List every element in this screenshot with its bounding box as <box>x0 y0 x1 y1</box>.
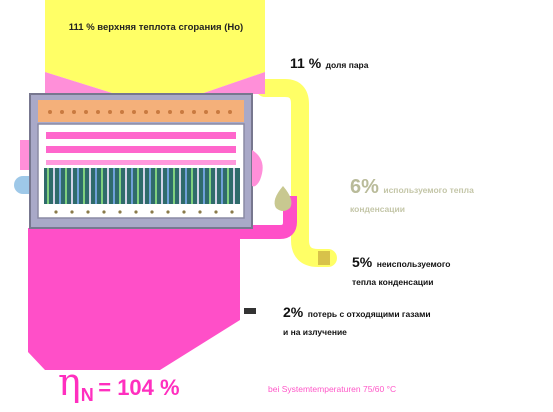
condensation-unused-percent: 5% <box>352 254 373 270</box>
flue-loss-marker <box>244 308 256 314</box>
steam-percent: 11 % <box>290 55 322 71</box>
efficiency-label: ηN = 104 % <box>58 360 180 405</box>
condensation-used-text-line2: конденсации <box>350 204 405 214</box>
flue-loss-text-line1: потерь с отходящими газами <box>307 309 431 319</box>
efficiency-symbol: η <box>58 360 81 404</box>
efficiency-subscript: N <box>80 385 94 405</box>
efficiency-note: bei Systemtemperaturen 75/60 °C <box>268 384 397 394</box>
condensation-pipe <box>240 196 297 239</box>
condensation-unused-text-line1: неиспользуемого <box>376 259 451 269</box>
right-heat-arc <box>252 150 263 187</box>
flue-gas-body <box>28 228 240 370</box>
flue-loss-text-line2: и на излучение <box>283 327 347 337</box>
burner-dots <box>48 110 232 114</box>
tube-bundle <box>44 168 240 204</box>
condensation-unused-text-line2: тепла конденсации <box>352 277 434 287</box>
condensate-droplet-icon <box>274 186 292 211</box>
steam-pipe-end <box>318 251 330 265</box>
burner-zone <box>38 100 244 122</box>
heat-band-3 <box>46 160 236 165</box>
condensation-used-label: 6% используемого тепла конденсации <box>350 176 474 217</box>
tube-bundle-stripes <box>47 168 235 204</box>
flue-loss-percent: 2% <box>283 304 304 320</box>
flue-loss-label: 2% потерь с отходящими газами и на излуч… <box>283 304 431 340</box>
fuel-input-block <box>45 0 265 108</box>
steam-text: доля пара <box>325 60 369 70</box>
heat-band-1 <box>46 132 236 139</box>
efficiency-value: = 104 % <box>98 375 180 400</box>
steam-share-label: 11 % доля пара <box>290 55 368 73</box>
heat-band-2 <box>46 146 236 153</box>
condensation-used-text-line1: используемого тепла <box>383 185 474 195</box>
condensate-dots <box>54 210 234 214</box>
fuel-input-label: 111 % верхняя теплота сгорания (Ho) <box>68 22 244 33</box>
condensation-unused-label: 5% неиспользуемого тепла конденсации <box>352 254 450 290</box>
condensation-used-percent: 6% <box>350 176 379 198</box>
steam-pipe <box>256 79 337 267</box>
